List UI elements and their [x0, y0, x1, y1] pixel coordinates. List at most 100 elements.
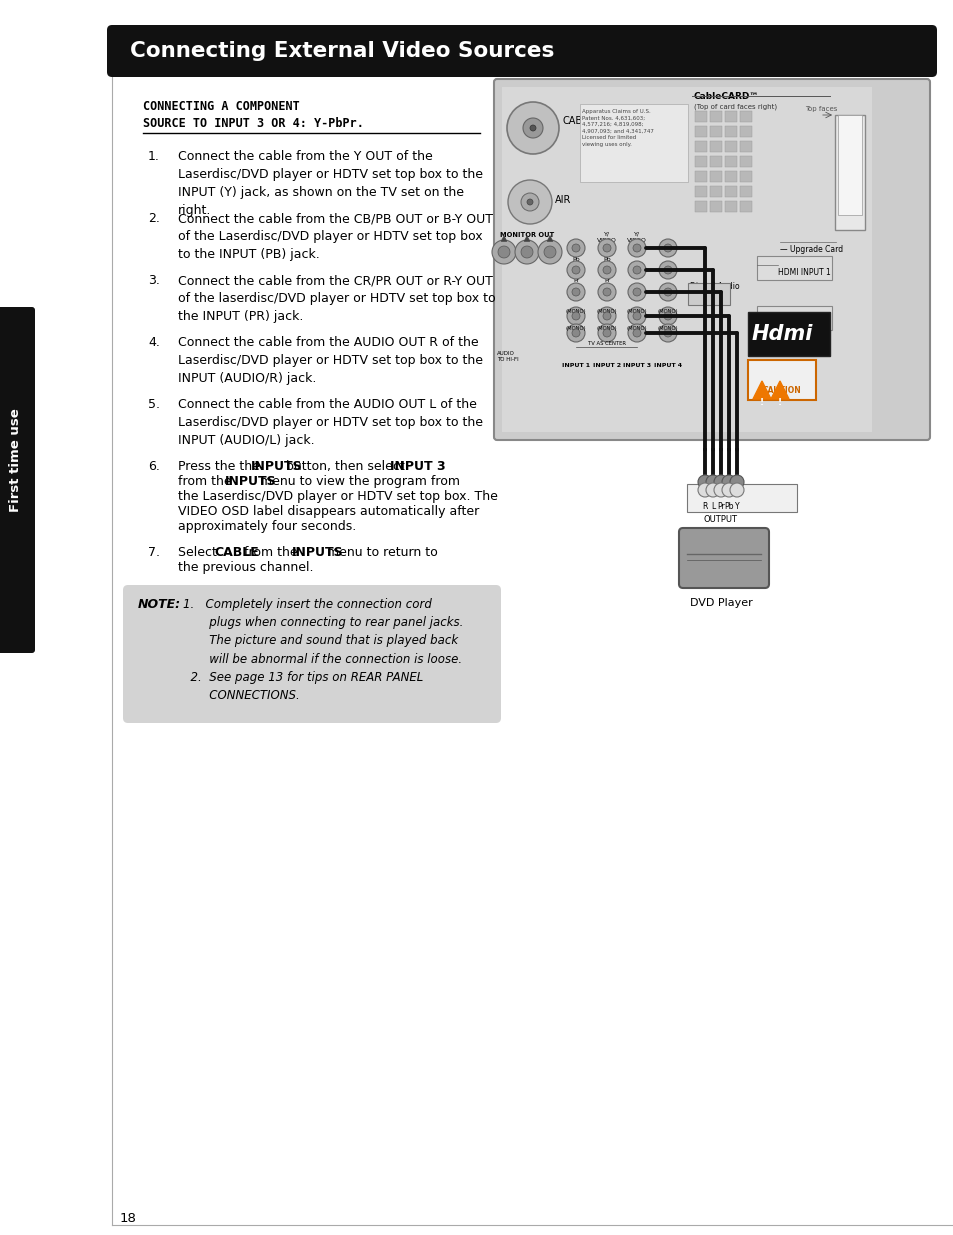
Circle shape: [507, 180, 552, 224]
Text: (MONO): (MONO): [657, 326, 678, 331]
Text: Apparatus Claims of U.S.
Patent Nos. 4,631,603;
4,577,216; 4,819,098;
4,907,093;: Apparatus Claims of U.S. Patent Nos. 4,6…: [581, 109, 653, 147]
Circle shape: [572, 288, 579, 296]
Bar: [709, 126, 721, 137]
Text: Y: Y: [734, 501, 739, 511]
Text: menu to return to: menu to return to: [323, 546, 437, 559]
Circle shape: [627, 324, 645, 342]
Bar: [724, 201, 737, 212]
Bar: [757, 256, 831, 280]
Text: (MONO): (MONO): [565, 309, 586, 314]
Circle shape: [698, 483, 711, 496]
Bar: [757, 306, 831, 330]
Circle shape: [633, 329, 640, 337]
Text: INPUT 1: INPUT 1: [561, 363, 590, 368]
Text: Y/
VIDEO: Y/ VIDEO: [597, 232, 617, 243]
Bar: [747, 359, 815, 400]
Text: (Top of card faces right): (Top of card faces right): [693, 103, 777, 110]
Text: Pb: Pb: [572, 257, 579, 262]
Text: 18: 18: [120, 1212, 136, 1225]
Text: 4.: 4.: [148, 336, 160, 350]
Circle shape: [543, 246, 556, 258]
Circle shape: [633, 288, 640, 296]
Circle shape: [598, 261, 616, 279]
Circle shape: [663, 329, 671, 337]
Text: CABLE: CABLE: [562, 116, 594, 126]
Circle shape: [566, 261, 584, 279]
Bar: [724, 141, 737, 152]
Bar: [740, 170, 751, 182]
Circle shape: [627, 308, 645, 325]
Text: Top faces: Top faces: [804, 106, 837, 112]
Text: 7.: 7.: [148, 546, 160, 559]
Circle shape: [602, 245, 610, 252]
Circle shape: [572, 312, 579, 320]
Text: NOTE:: NOTE:: [138, 598, 181, 611]
Text: 5.: 5.: [148, 398, 160, 411]
Circle shape: [729, 483, 743, 496]
Text: INPUTS: INPUTS: [251, 459, 302, 473]
Text: Connect the cable from the AUDIO OUT R of the
Laserdisc/DVD player or HDTV set t: Connect the cable from the AUDIO OUT R o…: [178, 336, 482, 385]
Text: INPUT 3: INPUT 3: [390, 459, 446, 473]
FancyBboxPatch shape: [494, 79, 929, 440]
FancyBboxPatch shape: [0, 308, 35, 653]
Bar: [724, 156, 737, 167]
Text: the Laserdisc/DVD player or HDTV set top box. The: the Laserdisc/DVD player or HDTV set top…: [178, 490, 497, 503]
Text: 1.   Completely insert the connection cord
       plugs when connecting to rear : 1. Completely insert the connection cord…: [183, 598, 463, 701]
Bar: [747, 312, 829, 356]
Circle shape: [572, 245, 579, 252]
Bar: [695, 201, 706, 212]
Circle shape: [713, 483, 727, 496]
Circle shape: [659, 240, 677, 257]
Circle shape: [566, 283, 584, 301]
Bar: [709, 170, 721, 182]
Text: Y/
VIDEO: Y/ VIDEO: [626, 232, 646, 243]
Circle shape: [598, 308, 616, 325]
Circle shape: [602, 329, 610, 337]
Bar: [695, 156, 706, 167]
Text: Pr: Pr: [573, 278, 578, 283]
Bar: [740, 201, 751, 212]
Text: HDMI INPUT 2: HDMI INPUT 2: [778, 317, 830, 327]
Bar: [695, 111, 706, 122]
Polygon shape: [770, 382, 788, 399]
Circle shape: [598, 324, 616, 342]
Circle shape: [627, 261, 645, 279]
Circle shape: [497, 246, 510, 258]
FancyBboxPatch shape: [107, 25, 936, 77]
Bar: [724, 111, 737, 122]
Circle shape: [572, 329, 579, 337]
Text: TV AS CENTER: TV AS CENTER: [587, 341, 625, 346]
Circle shape: [663, 312, 671, 320]
Text: HDMI INPUT 1: HDMI INPUT 1: [778, 268, 830, 277]
FancyBboxPatch shape: [123, 585, 500, 722]
Text: menu to view the program from: menu to view the program from: [255, 475, 459, 488]
Bar: [740, 156, 751, 167]
Circle shape: [515, 240, 538, 264]
Text: 2.: 2.: [148, 212, 160, 225]
Circle shape: [598, 283, 616, 301]
Text: Pb: Pb: [602, 257, 610, 262]
Circle shape: [627, 283, 645, 301]
Circle shape: [520, 246, 533, 258]
Text: Connect the cable from the CR/PR OUT or R-Y OUT
of the laserdisc/DVD player or H: Connect the cable from the CR/PR OUT or …: [178, 274, 496, 324]
Circle shape: [566, 240, 584, 257]
Circle shape: [633, 312, 640, 320]
Text: Pb: Pb: [723, 501, 733, 511]
Circle shape: [721, 475, 735, 489]
Text: First time use: First time use: [10, 408, 23, 511]
Text: MONITOR OUT: MONITOR OUT: [499, 232, 554, 238]
Text: (MONO): (MONO): [596, 326, 617, 331]
Circle shape: [698, 475, 711, 489]
Text: INPUTS: INPUTS: [292, 546, 343, 559]
Text: !: !: [777, 398, 781, 408]
Text: CONNECTING A COMPONENT: CONNECTING A COMPONENT: [143, 100, 299, 112]
Circle shape: [705, 483, 720, 496]
Circle shape: [659, 324, 677, 342]
Text: from the: from the: [240, 546, 301, 559]
Bar: [501, 86, 871, 432]
Circle shape: [659, 283, 677, 301]
Bar: [740, 141, 751, 152]
Text: DVD Player: DVD Player: [689, 598, 752, 608]
Bar: [695, 126, 706, 137]
Bar: [837, 115, 862, 215]
